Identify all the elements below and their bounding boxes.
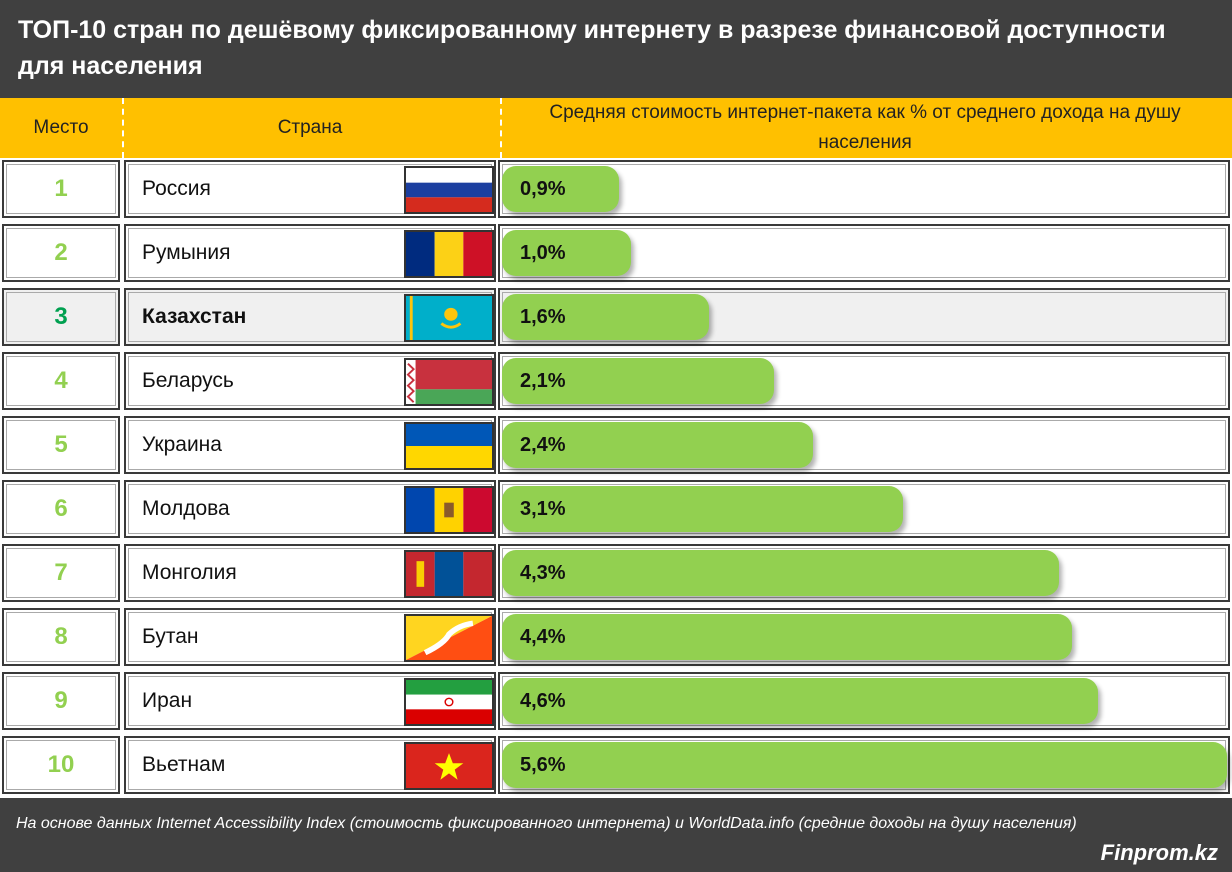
bar-cell: 2,4% bbox=[498, 416, 1230, 474]
rank-number: 2 bbox=[2, 224, 120, 282]
bar: 4,4% bbox=[502, 614, 1072, 660]
country-name: Монголия bbox=[142, 561, 237, 584]
bar-cell: 0,9% bbox=[498, 160, 1230, 218]
rank-number: 4 bbox=[2, 352, 120, 410]
bar-cell: 4,3% bbox=[498, 544, 1230, 602]
bar-cell: 2,1% bbox=[498, 352, 1230, 410]
bar-cell: 1,0% bbox=[498, 224, 1230, 282]
header-country: Страна bbox=[277, 117, 343, 138]
header-rank: Место bbox=[33, 117, 89, 138]
bar-label: 4,4% bbox=[520, 626, 566, 648]
bar: 5,6% bbox=[502, 742, 1227, 788]
kazakhstan-flag-icon bbox=[404, 294, 494, 342]
country-cell: Казахстан bbox=[124, 288, 496, 346]
country-name: Молдова bbox=[142, 497, 230, 520]
country-cell: Румыния bbox=[124, 224, 496, 282]
vietnam-flag-icon bbox=[404, 742, 494, 790]
country-cell: Бутан bbox=[124, 608, 496, 666]
russia-flag-icon bbox=[404, 166, 494, 214]
bar-label: 1,6% bbox=[520, 306, 566, 328]
country-cell: Иран bbox=[124, 672, 496, 730]
bar: 3,1% bbox=[502, 486, 903, 532]
chart-title: ТОП-10 стран по дешёвому фиксированному … bbox=[0, 0, 1232, 98]
bar-cell: 5,6% bbox=[498, 736, 1230, 794]
country-name: Румыния bbox=[142, 241, 231, 264]
country-name: Беларусь bbox=[142, 369, 234, 392]
ukraine-flag-icon bbox=[404, 422, 494, 470]
table-row: 2 Румыния 1,0% bbox=[0, 222, 1232, 286]
country-name: Иран bbox=[142, 689, 193, 712]
rank-number: 8 bbox=[2, 608, 120, 666]
country-cell: Молдова bbox=[124, 480, 496, 538]
country-name: Россия bbox=[142, 177, 211, 200]
country-cell: Россия bbox=[124, 160, 496, 218]
country-name: Бутан bbox=[142, 625, 199, 648]
table-row: 3 Казахстан 1,6% bbox=[0, 286, 1232, 350]
rank-number: 7 bbox=[2, 544, 120, 602]
bar-label: 1,0% bbox=[520, 242, 566, 264]
bar-label: 2,4% bbox=[520, 434, 566, 456]
bar: 2,4% bbox=[502, 422, 813, 468]
table-row: 9 Иран 4,6% bbox=[0, 670, 1232, 734]
country-cell: Беларусь bbox=[124, 352, 496, 410]
bar: 0,9% bbox=[502, 166, 619, 212]
table-row: 6 Молдова 3,1% bbox=[0, 478, 1232, 542]
brand-logo: Finprom.kz bbox=[1100, 840, 1218, 865]
bar-label: 5,6% bbox=[520, 754, 566, 776]
bar-label: 3,1% bbox=[520, 498, 566, 520]
bar-label: 4,3% bbox=[520, 562, 566, 584]
rank-number: 3 bbox=[2, 288, 120, 346]
country-name: Украина bbox=[142, 433, 222, 456]
table-header: Место Страна Средняя стоимость интернет-… bbox=[0, 98, 1232, 158]
bhutan-flag-icon bbox=[404, 614, 494, 662]
belarus-flag-icon bbox=[404, 358, 494, 406]
table-row: 4 Беларусь 2,1% bbox=[0, 350, 1232, 414]
country-name: Вьетнам bbox=[142, 753, 226, 776]
country-cell: Вьетнам bbox=[124, 736, 496, 794]
bar: 4,6% bbox=[502, 678, 1098, 724]
bar: 4,3% bbox=[502, 550, 1059, 596]
moldova-flag-icon bbox=[404, 486, 494, 534]
header-value: Средняя стоимость интернет-пакета как % … bbox=[549, 102, 1181, 153]
bar-cell: 4,6% bbox=[498, 672, 1230, 730]
romania-flag-icon bbox=[404, 230, 494, 278]
source-note: На основе данных Internet Accessibility … bbox=[16, 815, 1077, 832]
rank-number: 5 bbox=[2, 416, 120, 474]
bar-cell: 3,1% bbox=[498, 480, 1230, 538]
rank-number: 6 bbox=[2, 480, 120, 538]
mongolia-flag-icon bbox=[404, 550, 494, 598]
country-cell: Украина bbox=[124, 416, 496, 474]
table-row: 5 Украина 2,4% bbox=[0, 414, 1232, 478]
bar-label: 4,6% bbox=[520, 690, 566, 712]
bar: 1,6% bbox=[502, 294, 709, 340]
country-cell: Монголия bbox=[124, 544, 496, 602]
table-row: 10 Вьетнам 5,6% bbox=[0, 734, 1232, 798]
rank-number: 9 bbox=[2, 672, 120, 730]
bar-label: 2,1% bbox=[520, 370, 566, 392]
rank-number: 10 bbox=[2, 736, 120, 794]
table-row: 8 Бутан 4,4% bbox=[0, 606, 1232, 670]
bar-label: 0,9% bbox=[520, 178, 566, 200]
footer: На основе данных Internet Accessibility … bbox=[0, 798, 1232, 872]
country-name: Казахстан bbox=[142, 305, 247, 328]
rank-number: 1 bbox=[2, 160, 120, 218]
bar-cell: 1,6% bbox=[498, 288, 1230, 346]
iran-flag-icon bbox=[404, 678, 494, 726]
table-row: 7 Монголия 4,3% bbox=[0, 542, 1232, 606]
bar: 2,1% bbox=[502, 358, 774, 404]
bar: 1,0% bbox=[502, 230, 631, 276]
bar-cell: 4,4% bbox=[498, 608, 1230, 666]
table-row: 1 Россия 0,9% bbox=[0, 158, 1232, 222]
